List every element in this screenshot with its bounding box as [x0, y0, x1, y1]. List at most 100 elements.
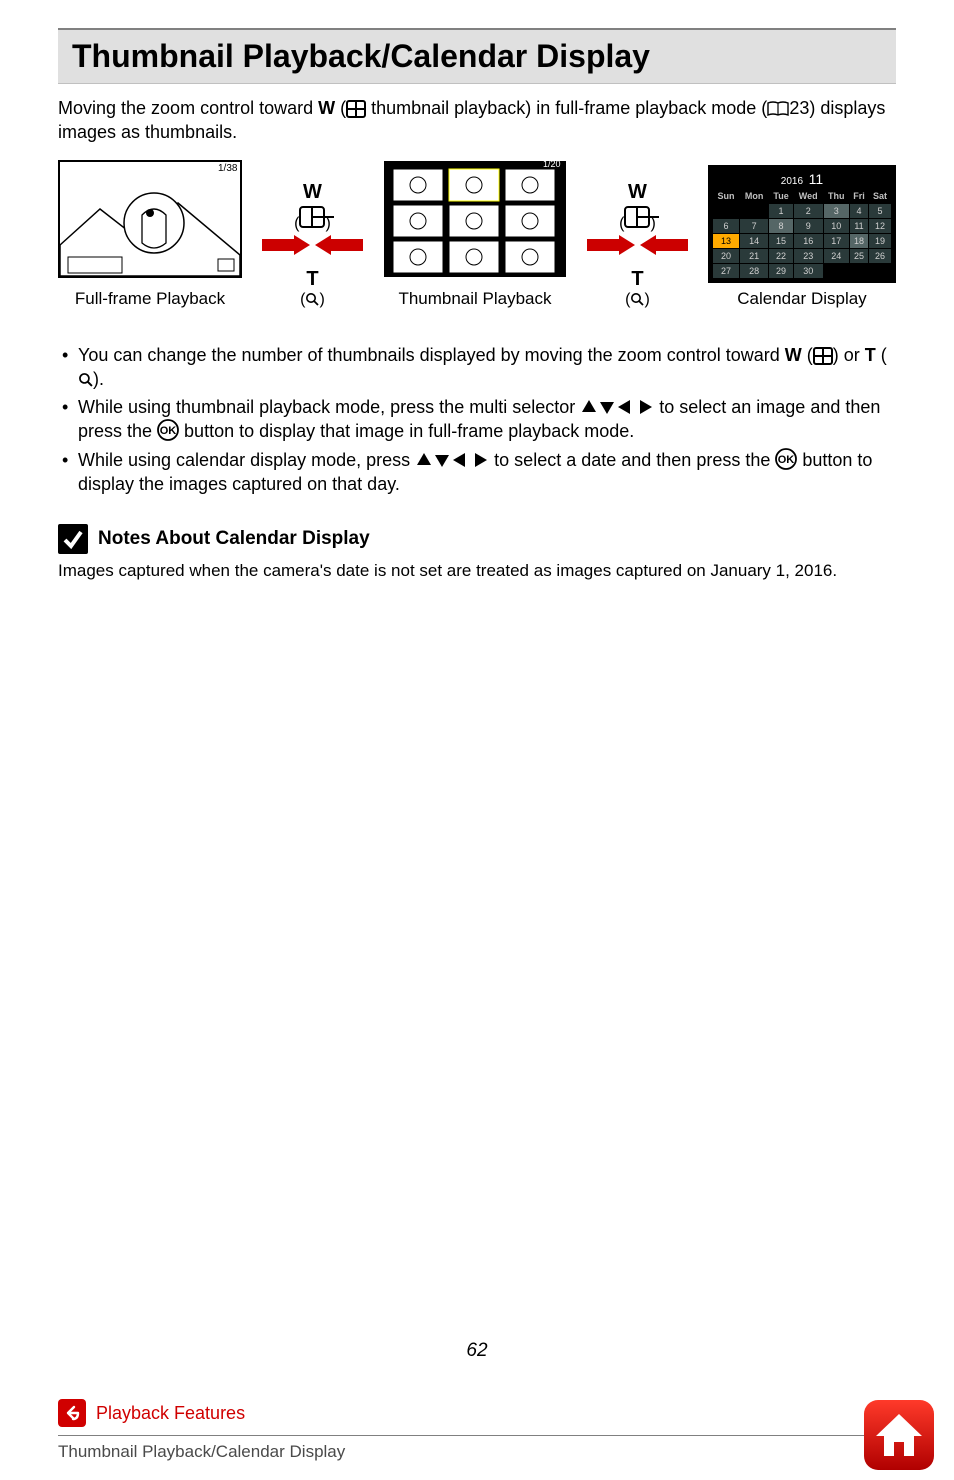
svg-text:1/20: 1/20: [543, 159, 561, 169]
calendar-cell: 1: [769, 203, 794, 218]
calendar-cell: 20: [712, 248, 739, 263]
multi-selector-icon: [415, 451, 489, 469]
diagram-row: 1/38 Full-frame Playback W () T (): [58, 155, 896, 309]
calendar-cell: 15: [769, 233, 794, 248]
calendar-cell: [712, 203, 739, 218]
calendar-day-header: Tue: [769, 189, 794, 204]
svg-text:1/38: 1/38: [218, 163, 238, 174]
cal-month: 11: [809, 171, 824, 187]
notes-header: Notes About Calendar Display: [58, 524, 896, 554]
calendar-cell: [869, 263, 892, 278]
intro-text: (: [335, 98, 346, 118]
arrow-right-icon: [262, 235, 310, 255]
thumbnail-grid-icon: [624, 206, 650, 228]
w-glyph: W: [318, 98, 335, 118]
calendar-cell: 4: [849, 203, 868, 218]
calendar-day-header: Sun: [712, 189, 739, 204]
calendar-cell: 5: [869, 203, 892, 218]
intro-text: thumbnail playback) in full-frame playba…: [366, 98, 767, 118]
text: ) or: [833, 345, 865, 365]
zoom-t-sub: (): [262, 291, 362, 309]
calendar-cell: 2: [793, 203, 823, 218]
notes-title: Notes About Calendar Display: [98, 528, 370, 550]
text: While using thumbnail playback mode, pre…: [78, 397, 580, 417]
calendar-cell: 30: [793, 263, 823, 278]
text: (: [876, 345, 887, 365]
calendar-cell: 10: [823, 218, 849, 233]
zoom-w: W: [262, 181, 362, 204]
page-number: 62: [0, 1340, 954, 1362]
notes-section: Notes About Calendar Display Images capt…: [58, 524, 896, 583]
thumbnail-block: 1/20 Thumbnail Playback: [383, 155, 567, 309]
back-arrow-icon: [63, 1404, 81, 1422]
bullet-item: You can change the number of thumbnails …: [58, 343, 896, 392]
bullet-list: You can change the number of thumbnails …: [58, 343, 896, 497]
intro-text: Moving the zoom control toward: [58, 98, 318, 118]
calendar-cell: 7: [740, 218, 769, 233]
zoom-w: W: [587, 181, 687, 204]
full-frame-label: Full-frame Playback: [58, 289, 242, 309]
ok-button-icon: OK: [775, 448, 797, 470]
calendar-cell: [740, 203, 769, 218]
zoom-t: T: [587, 268, 687, 291]
calendar-cell: 24: [823, 248, 849, 263]
calendar-cell: 27: [712, 263, 739, 278]
thumb-label: Thumbnail Playback: [383, 289, 567, 309]
bullet-item: While using thumbnail playback mode, pre…: [58, 395, 896, 444]
zoom-t: T: [262, 268, 362, 291]
svg-text:OK: OK: [778, 454, 795, 466]
calendar-label: Calendar Display: [708, 289, 896, 309]
text: You can change the number of thumbnails …: [78, 345, 785, 365]
bullet-item: While using calendar display mode, press…: [58, 448, 896, 497]
calendar-cell: 8: [769, 218, 794, 233]
multi-selector-icon: [580, 398, 654, 416]
calendar-table: SunMonTueWedThuFriSat 123456789101112131…: [712, 189, 892, 279]
calendar-cell: [823, 263, 849, 278]
calendar-cell: 22: [769, 248, 794, 263]
calendar-day-header: Wed: [793, 189, 823, 204]
thumbnail-grid-icon: [299, 206, 325, 228]
text: While using calendar display mode, press: [78, 450, 415, 470]
svg-text:OK: OK: [160, 425, 177, 437]
calendar-cell: 18: [849, 233, 868, 248]
calendar-cell: 14: [740, 233, 769, 248]
calendar-cell: 21: [740, 248, 769, 263]
full-frame-block: 1/38 Full-frame Playback: [58, 155, 242, 309]
calendar-day-header: Sat: [869, 189, 892, 204]
thumbnail-grid-icon: [813, 347, 833, 365]
calendar-cell: 25: [849, 248, 868, 263]
arrow-left-icon: [640, 235, 688, 255]
calendar-cell: 28: [740, 263, 769, 278]
calendar-block: 2016 11 SunMonTueWedThuFriSat 1234567891…: [708, 165, 896, 309]
text: ).: [93, 369, 104, 389]
zoom-column-2: W () T (): [587, 181, 687, 309]
text: to select a date and then press the: [489, 450, 775, 470]
book-icon: [767, 101, 789, 117]
back-button[interactable]: [58, 1399, 86, 1427]
calendar-cell: 13: [712, 233, 739, 248]
intro-paragraph: Moving the zoom control toward W ( thumb…: [58, 96, 896, 145]
w-glyph: W: [785, 345, 802, 365]
notes-body: Images captured when the camera's date i…: [58, 560, 896, 583]
text: button to display that image in full-fra…: [179, 421, 634, 441]
calendar-cell: 6: [712, 218, 739, 233]
footer-subtitle: Thumbnail Playback/Calendar Display: [58, 1435, 896, 1462]
footer-section-link[interactable]: Playback Features: [96, 1403, 245, 1424]
arrow-left-icon: [315, 235, 363, 255]
section-title-bar: Thumbnail Playback/Calendar Display: [58, 28, 896, 84]
calendar-cell: [849, 263, 868, 278]
calendar-cell: 17: [823, 233, 849, 248]
calendar-cell: 23: [793, 248, 823, 263]
thumbnail-grid-icon: [346, 100, 366, 118]
home-button[interactable]: [862, 1398, 936, 1472]
calendar-day-header: Thu: [823, 189, 849, 204]
footer: Playback Features Thumbnail Playback/Cal…: [58, 1399, 896, 1462]
arrow-right-icon: [587, 235, 635, 255]
ok-button-icon: OK: [157, 419, 179, 441]
calendar-cell: 26: [869, 248, 892, 263]
zoom-column-1: W () T (): [262, 181, 362, 309]
calendar-cell: 19: [869, 233, 892, 248]
calendar-day-header: Fri: [849, 189, 868, 204]
t-glyph: T: [865, 345, 876, 365]
section-title: Thumbnail Playback/Calendar Display: [72, 38, 882, 75]
